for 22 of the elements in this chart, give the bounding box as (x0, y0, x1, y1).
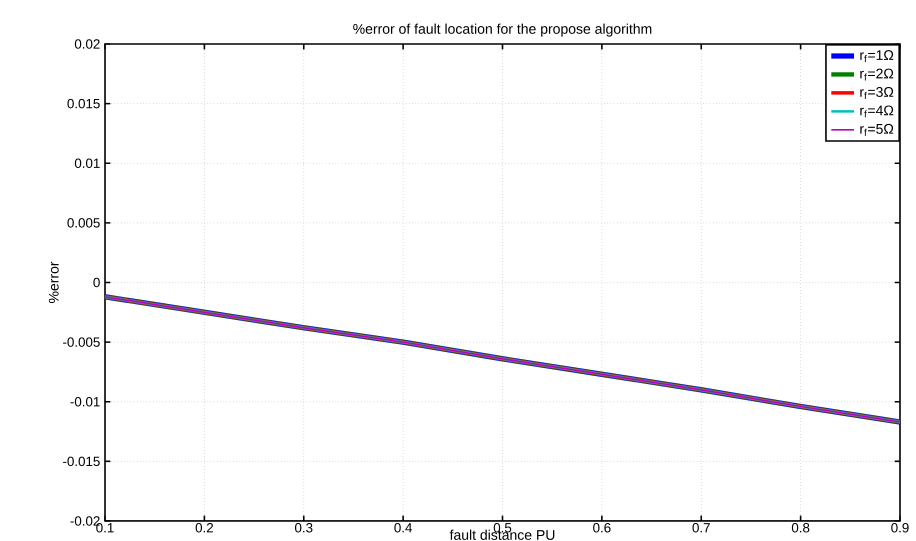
legend-label: r$_{f}$=4Ω (860, 105, 894, 118)
x-tick-label: 0.3 (295, 523, 312, 532)
legend-label: r$_{f}$=2Ω (860, 68, 894, 81)
x-tick-label: 0.2 (196, 523, 213, 532)
x-tick-label: 0.7 (692, 523, 710, 532)
y-tick-label: 0 (93, 278, 100, 288)
y-tick-label: 0.015 (67, 98, 100, 108)
y-axis-title: %error (48, 262, 59, 303)
y-tick-label: -0.005 (63, 337, 100, 347)
y-tick-label: 0.005 (67, 218, 100, 228)
y-tick-label: 0.02 (74, 39, 100, 49)
legend-label: r$_{f}$=1Ω (860, 50, 894, 62)
legend-label: r$_{f}$=5Ω (860, 124, 894, 136)
y-tick-label: 0.01 (74, 158, 100, 168)
x-tick-label: 0.6 (593, 523, 611, 532)
legend-label: r$_{f}$=3Ω (860, 87, 894, 99)
y-tick-label: -0.015 (63, 456, 100, 466)
y-tick-label: -0.01 (70, 397, 100, 406)
chart-title: %error of fault location for the propose algorithm (353, 24, 652, 37)
x-tick-label: 0.9 (891, 523, 909, 532)
x-tick-label: 0.8 (792, 523, 810, 532)
x-tick-label: 0.4 (394, 523, 412, 532)
